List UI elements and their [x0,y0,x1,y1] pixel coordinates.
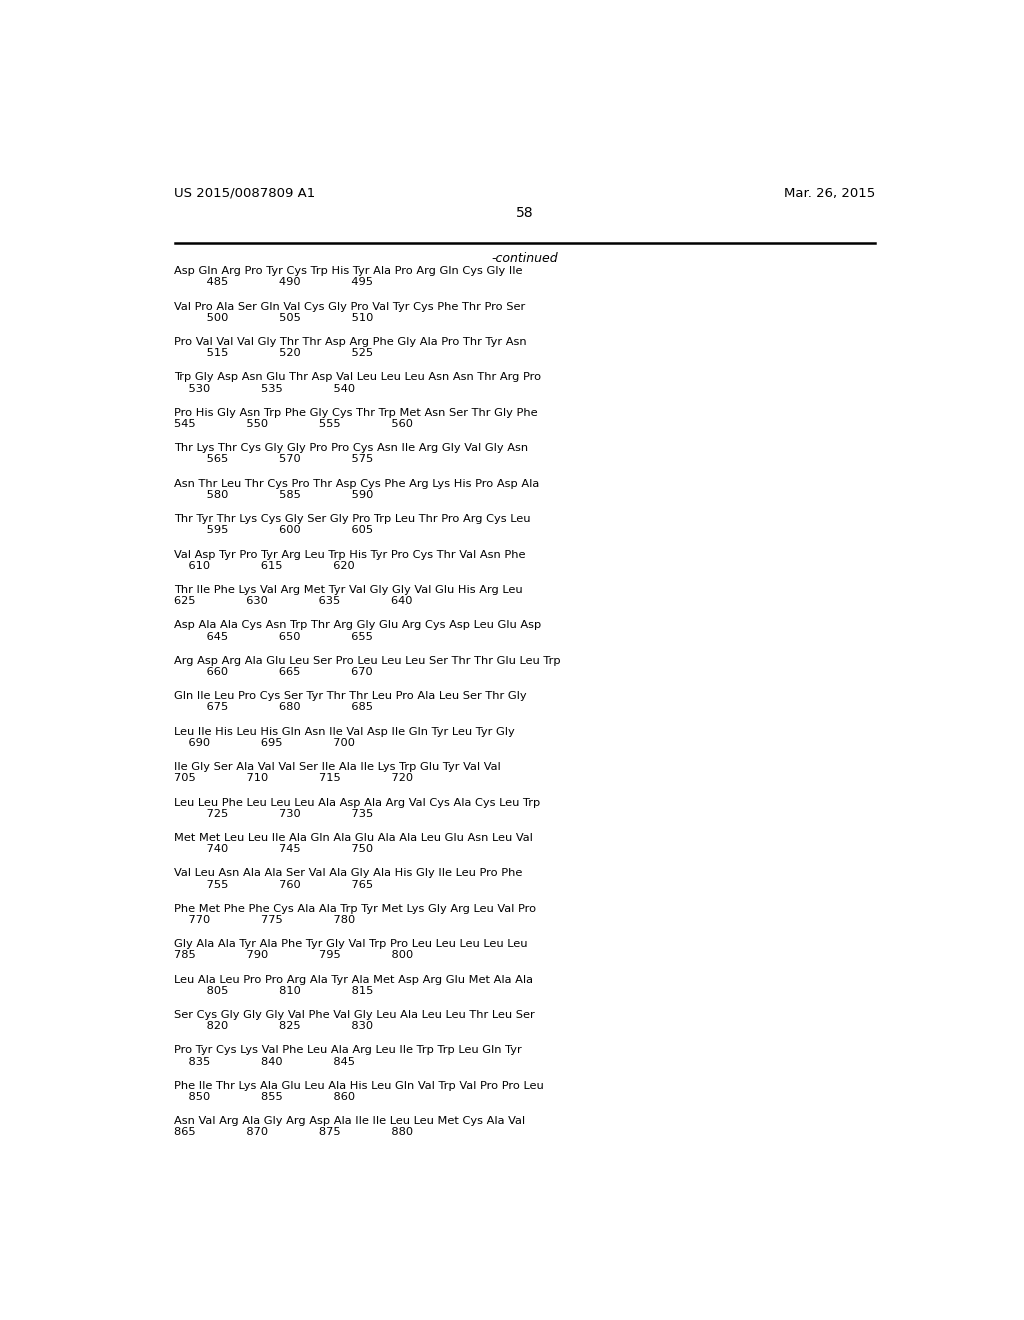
Text: Thr Ile Phe Lys Val Arg Met Tyr Val Gly Gly Val Glu His Arg Leu: Thr Ile Phe Lys Val Arg Met Tyr Val Gly … [174,585,523,595]
Text: 565              570              575: 565 570 575 [174,454,374,465]
Text: Phe Ile Thr Lys Ala Glu Leu Ala His Leu Gln Val Trp Val Pro Pro Leu: Phe Ile Thr Lys Ala Glu Leu Ala His Leu … [174,1081,544,1090]
Text: Asp Gln Arg Pro Tyr Cys Trp His Tyr Ala Pro Arg Gln Cys Gly Ile: Asp Gln Arg Pro Tyr Cys Trp His Tyr Ala … [174,267,523,276]
Text: 705              710              715              720: 705 710 715 720 [174,774,414,783]
Text: Leu Ala Leu Pro Pro Arg Ala Tyr Ala Met Asp Arg Glu Met Ala Ala: Leu Ala Leu Pro Pro Arg Ala Tyr Ala Met … [174,974,534,985]
Text: US 2015/0087809 A1: US 2015/0087809 A1 [174,187,315,199]
Text: Pro Tyr Cys Lys Val Phe Leu Ala Arg Leu Ile Trp Trp Leu Gln Tyr: Pro Tyr Cys Lys Val Phe Leu Ala Arg Leu … [174,1045,522,1056]
Text: 485              490              495: 485 490 495 [174,277,374,288]
Text: 660              665              670: 660 665 670 [174,667,374,677]
Text: Asp Ala Ala Cys Asn Trp Thr Arg Gly Glu Arg Cys Asp Leu Glu Asp: Asp Ala Ala Cys Asn Trp Thr Arg Gly Glu … [174,620,542,631]
Text: Val Leu Asn Ala Ala Ser Val Ala Gly Ala His Gly Ile Leu Pro Phe: Val Leu Asn Ala Ala Ser Val Ala Gly Ala … [174,869,523,878]
Text: Arg Asp Arg Ala Glu Leu Ser Pro Leu Leu Leu Ser Thr Thr Glu Leu Trp: Arg Asp Arg Ala Glu Leu Ser Pro Leu Leu … [174,656,561,665]
Text: 850              855              860: 850 855 860 [174,1092,355,1102]
Text: 675              680              685: 675 680 685 [174,702,374,713]
Text: Ser Cys Gly Gly Gly Val Phe Val Gly Leu Ala Leu Leu Thr Leu Ser: Ser Cys Gly Gly Gly Val Phe Val Gly Leu … [174,1010,536,1020]
Text: 740              745              750: 740 745 750 [174,843,374,854]
Text: 865              870              875              880: 865 870 875 880 [174,1127,414,1138]
Text: Gly Ala Ala Tyr Ala Phe Tyr Gly Val Trp Pro Leu Leu Leu Leu Leu: Gly Ala Ala Tyr Ala Phe Tyr Gly Val Trp … [174,940,528,949]
Text: 835              840              845: 835 840 845 [174,1056,355,1067]
Text: 595              600              605: 595 600 605 [174,525,374,536]
Text: Leu Ile His Leu His Gln Asn Ile Val Asp Ile Gln Tyr Leu Tyr Gly: Leu Ile His Leu His Gln Asn Ile Val Asp … [174,726,515,737]
Text: 58: 58 [516,206,534,220]
Text: 805              810              815: 805 810 815 [174,986,374,995]
Text: 770              775              780: 770 775 780 [174,915,355,925]
Text: -continued: -continued [492,252,558,265]
Text: 500              505              510: 500 505 510 [174,313,374,323]
Text: 755              760              765: 755 760 765 [174,879,374,890]
Text: Pro His Gly Asn Trp Phe Gly Cys Thr Trp Met Asn Ser Thr Gly Phe: Pro His Gly Asn Trp Phe Gly Cys Thr Trp … [174,408,539,418]
Text: 785              790              795              800: 785 790 795 800 [174,950,414,961]
Text: 530              535              540: 530 535 540 [174,384,355,393]
Text: Phe Met Phe Phe Cys Ala Ala Trp Tyr Met Lys Gly Arg Leu Val Pro: Phe Met Phe Phe Cys Ala Ala Trp Tyr Met … [174,904,537,913]
Text: Leu Leu Phe Leu Leu Leu Ala Asp Ala Arg Val Cys Ala Cys Leu Trp: Leu Leu Phe Leu Leu Leu Ala Asp Ala Arg … [174,797,541,808]
Text: 580              585              590: 580 585 590 [174,490,374,500]
Text: 545              550              555              560: 545 550 555 560 [174,418,414,429]
Text: Mar. 26, 2015: Mar. 26, 2015 [783,187,876,199]
Text: Ile Gly Ser Ala Val Val Ser Ile Ala Ile Lys Trp Glu Tyr Val Val: Ile Gly Ser Ala Val Val Ser Ile Ala Ile … [174,762,502,772]
Text: 645              650              655: 645 650 655 [174,631,374,642]
Text: Asn Thr Leu Thr Cys Pro Thr Asp Cys Phe Arg Lys His Pro Asp Ala: Asn Thr Leu Thr Cys Pro Thr Asp Cys Phe … [174,479,540,488]
Text: Val Pro Ala Ser Gln Val Cys Gly Pro Val Tyr Cys Phe Thr Pro Ser: Val Pro Ala Ser Gln Val Cys Gly Pro Val … [174,302,525,312]
Text: Pro Val Val Val Gly Thr Thr Asp Arg Phe Gly Ala Pro Thr Tyr Asn: Pro Val Val Val Gly Thr Thr Asp Arg Phe … [174,337,527,347]
Text: 690              695              700: 690 695 700 [174,738,355,748]
Text: Met Met Leu Leu Ile Ala Gln Ala Glu Ala Ala Leu Glu Asn Leu Val: Met Met Leu Leu Ile Ala Gln Ala Glu Ala … [174,833,534,843]
Text: Val Asp Tyr Pro Tyr Arg Leu Trp His Tyr Pro Cys Thr Val Asn Phe: Val Asp Tyr Pro Tyr Arg Leu Trp His Tyr … [174,549,526,560]
Text: Asn Val Arg Ala Gly Arg Asp Ala Ile Ile Leu Leu Met Cys Ala Val: Asn Val Arg Ala Gly Arg Asp Ala Ile Ile … [174,1117,525,1126]
Text: Thr Lys Thr Cys Gly Gly Pro Pro Cys Asn Ile Arg Gly Val Gly Asn: Thr Lys Thr Cys Gly Gly Pro Pro Cys Asn … [174,444,528,453]
Text: 610              615              620: 610 615 620 [174,561,355,570]
Text: Trp Gly Asp Asn Glu Thr Asp Val Leu Leu Leu Asn Asn Thr Arg Pro: Trp Gly Asp Asn Glu Thr Asp Val Leu Leu … [174,372,542,383]
Text: 820              825              830: 820 825 830 [174,1022,374,1031]
Text: Thr Tyr Thr Lys Cys Gly Ser Gly Pro Trp Leu Thr Pro Arg Cys Leu: Thr Tyr Thr Lys Cys Gly Ser Gly Pro Trp … [174,515,531,524]
Text: 625              630              635              640: 625 630 635 640 [174,597,413,606]
Text: 725              730              735: 725 730 735 [174,809,374,818]
Text: 515              520              525: 515 520 525 [174,348,374,358]
Text: Gln Ile Leu Pro Cys Ser Tyr Thr Thr Leu Pro Ala Leu Ser Thr Gly: Gln Ile Leu Pro Cys Ser Tyr Thr Thr Leu … [174,692,527,701]
